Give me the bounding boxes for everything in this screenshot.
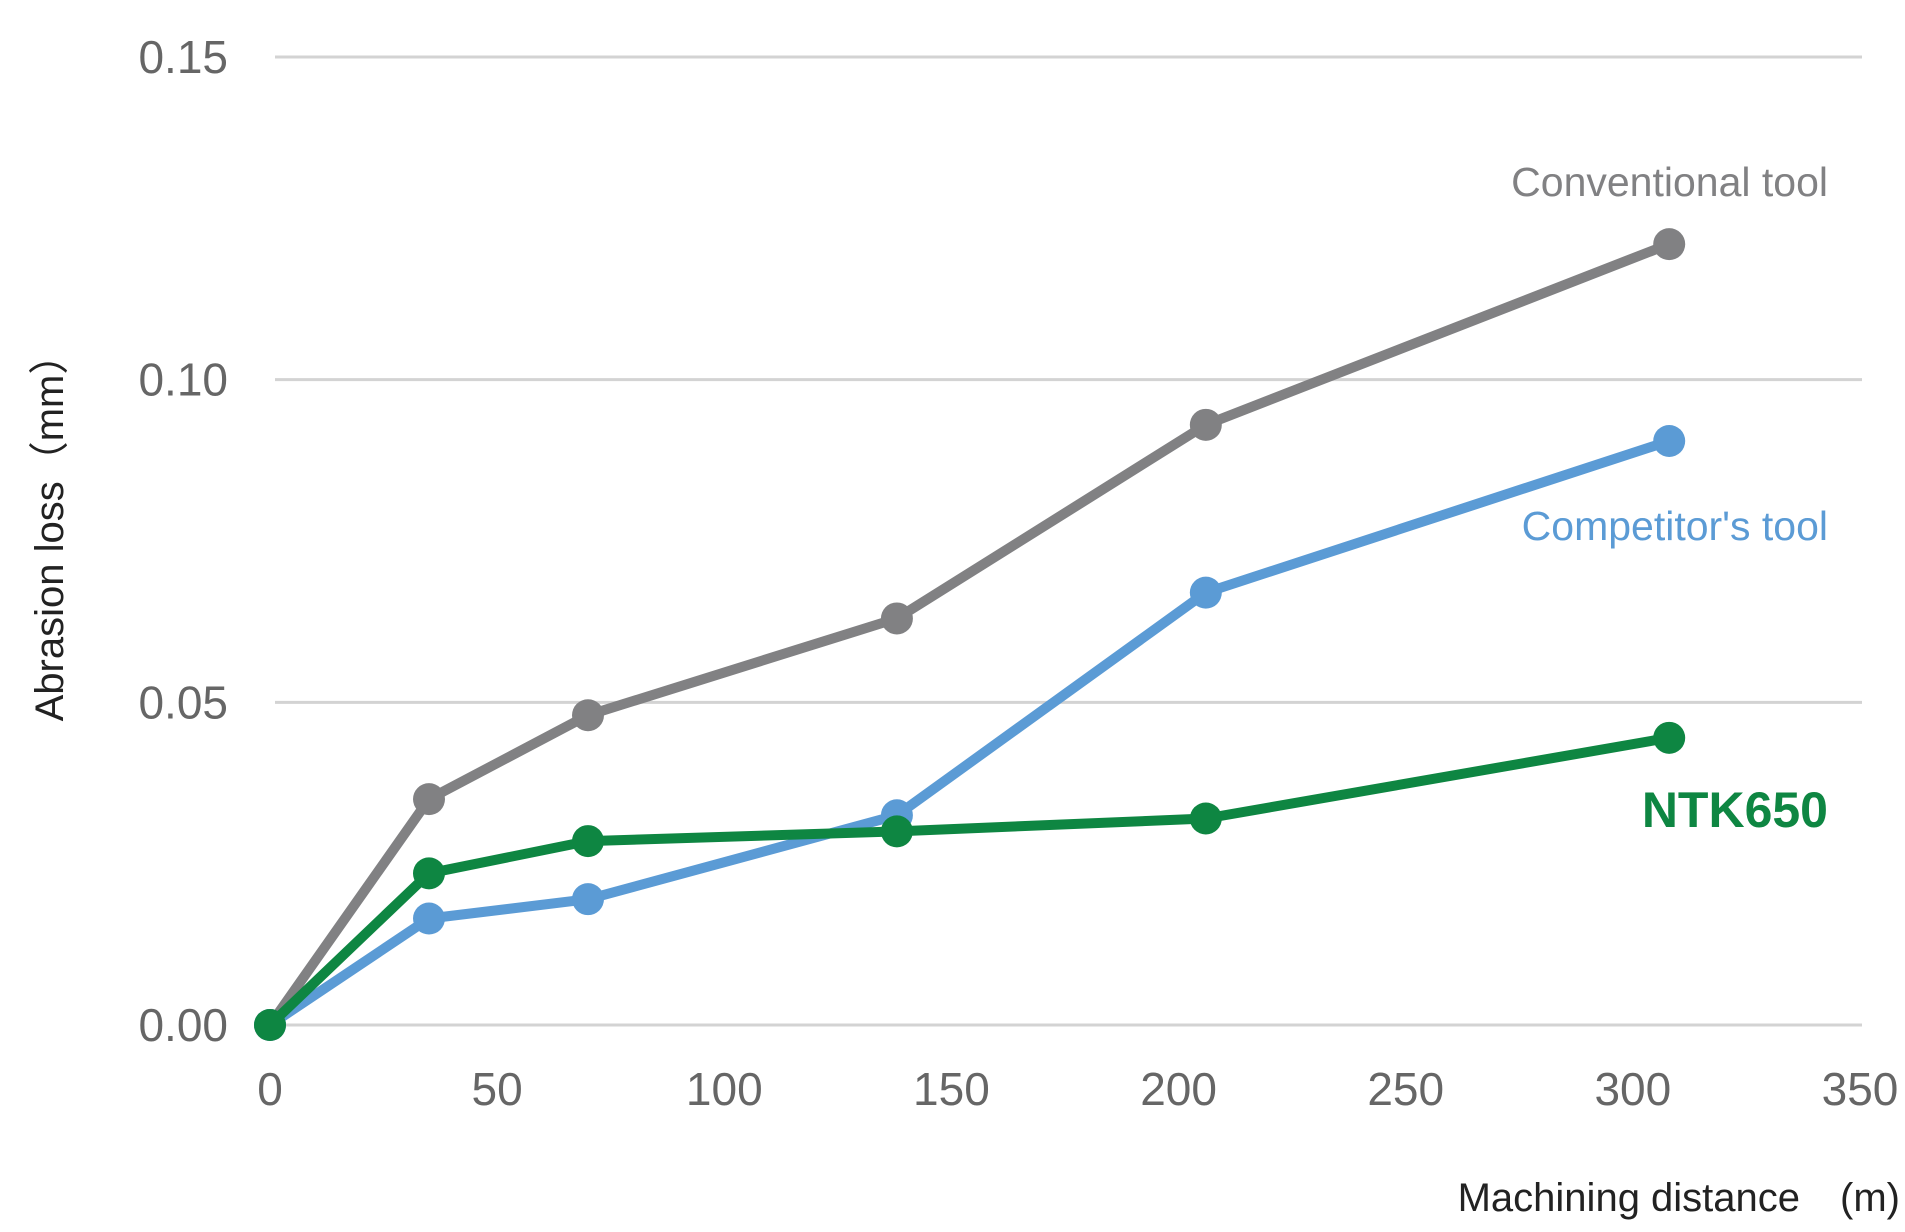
series-label: Conventional tool [1511,159,1828,205]
data-point [880,602,913,635]
x-tick-label: 200 [1140,1063,1217,1115]
data-point [1653,424,1686,457]
data-point [572,699,604,732]
series-2 [254,721,1686,1041]
data-point [413,902,445,935]
y-tick-labels: 0.00 0.05 0.10 0.15 [138,31,228,1051]
x-tick-label: 250 [1367,1063,1444,1115]
x-axis-title: Machining distance (m) [1458,1176,1900,1220]
series-labels: Conventional tool Competitor's tool NTK650 [1511,159,1828,838]
data-point [1653,228,1686,261]
x-tick-label: 0 [257,1063,283,1115]
series-0 [254,228,1686,1041]
data-point [572,825,604,858]
x-tick-label: 300 [1594,1063,1671,1115]
y-tick-label: 0.10 [138,354,228,406]
series-1 [254,424,1686,1041]
y-tick-label: 0.05 [138,676,228,728]
grid-layer [275,55,1862,1027]
data-point [880,815,913,848]
series-label: NTK650 [1642,782,1828,838]
y-axis-title: Abrasion loss（mm） [28,335,72,722]
series-line [265,239,1675,1030]
y-tick-label: 0.15 [138,31,228,83]
series-line [265,436,1675,1030]
x-tick-labels: 0 50 100 150 200 250 300 350 [257,1063,1898,1115]
data-point [1189,408,1222,441]
data-point [1653,721,1686,754]
data-point [254,1009,286,1041]
data-point [413,783,445,816]
data-point [1189,802,1222,835]
series-line [265,732,1675,1030]
x-tick-label: 150 [913,1063,990,1115]
data-point [572,883,604,916]
x-tick-label: 350 [1822,1063,1899,1115]
data-point [1189,576,1222,609]
series-layer [254,228,1686,1041]
x-tick-label: 100 [686,1063,763,1115]
y-tick-label: 0.00 [138,999,228,1051]
data-point [413,857,445,890]
series-label: Competitor's tool [1522,503,1828,549]
x-tick-label: 50 [472,1063,523,1115]
